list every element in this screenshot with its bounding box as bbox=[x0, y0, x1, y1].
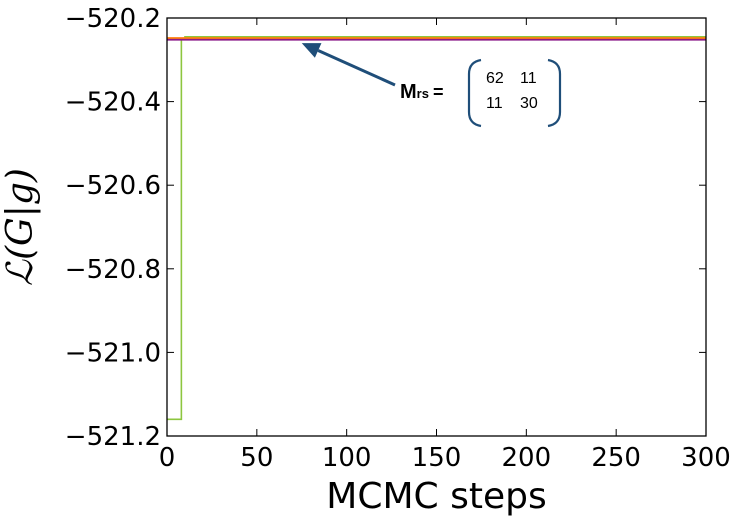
matrix-label: Mrs = bbox=[400, 81, 443, 103]
plot-frame bbox=[166, 17, 707, 437]
y-tick-label-4: −521.0 bbox=[65, 338, 161, 368]
x-tick-label-1: 50 bbox=[240, 443, 273, 473]
x-axis-title: MCMC steps bbox=[326, 476, 546, 517]
y-tick-label-0: −520.2 bbox=[65, 4, 161, 34]
x-tick-label-5: 250 bbox=[591, 443, 641, 473]
annotation-arrow-head bbox=[301, 43, 322, 58]
matrix-cell-0-0: 62 bbox=[486, 70, 504, 87]
matrix-left-bracket bbox=[467, 58, 482, 128]
y-axis-title: ℒ(G|g) bbox=[0, 168, 41, 286]
x-tick-label-6: 300 bbox=[681, 443, 731, 473]
tick-layer: 0 50 100 150 200 250 300 −520.2 −520.4 −520.6 −520… bbox=[65, 4, 731, 473]
x-tick-label-4: 200 bbox=[502, 443, 552, 473]
x-tick-label-0: 0 bbox=[159, 443, 176, 473]
x-tick-label-3: 150 bbox=[412, 443, 462, 473]
matrix-annotation: Mrs = 62 11 11 30 bbox=[301, 43, 562, 128]
matrix-label-main: M bbox=[400, 81, 417, 103]
y-tick-label-1: −520.4 bbox=[65, 88, 161, 118]
annotation-arrow-shaft bbox=[317, 49, 396, 87]
y-tick-label-3: −520.8 bbox=[65, 255, 161, 285]
series-layer bbox=[167, 36, 706, 421]
matrix-label-equals: = bbox=[433, 82, 444, 102]
matrix-cell-1-0: 11 bbox=[486, 95, 503, 112]
y-tick-label-5: −521.2 bbox=[65, 422, 161, 452]
matrix-cell-1-1: 30 bbox=[520, 95, 538, 112]
matrix-right-bracket bbox=[547, 58, 562, 128]
x-tick-label-2: 100 bbox=[322, 443, 372, 473]
y-tick-label-2: −520.6 bbox=[65, 171, 161, 201]
matrix-label-subscript: rs bbox=[417, 86, 429, 101]
matrix-cell-0-1: 11 bbox=[520, 70, 537, 87]
